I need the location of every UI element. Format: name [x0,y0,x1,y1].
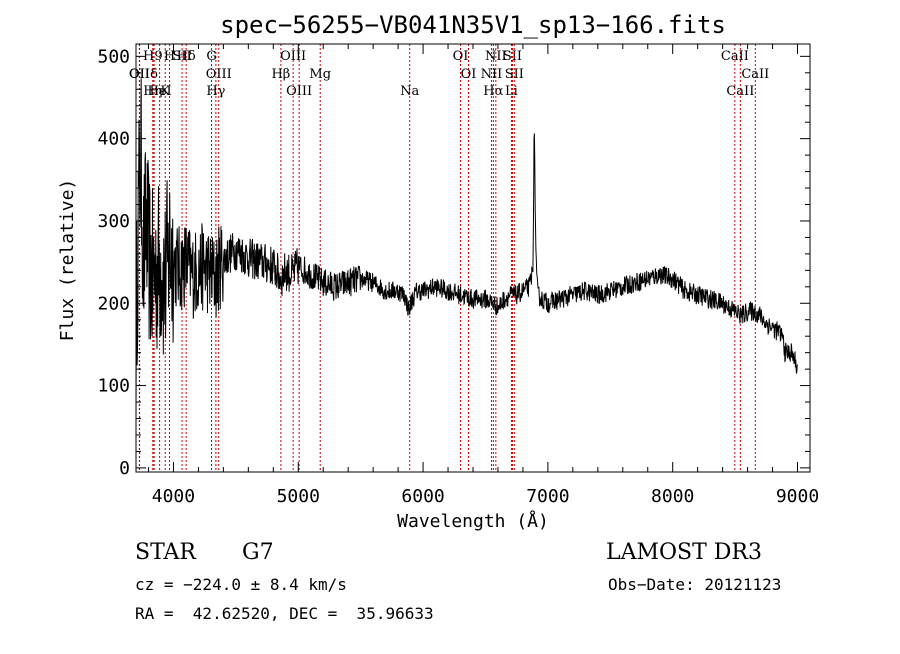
chart-title: spec−56255−VB041N35V1_sp13−166.fits [220,11,726,39]
line-marker-label: HeI [148,84,172,99]
line-markers: H9δKHδOIIHeISIIOIIHηHOIIIHγGHβOIIIOIIIMg… [129,44,769,472]
y-tick-label: 400 [97,129,130,150]
line-marker-label: Li [505,84,518,99]
object-class: STAR [135,540,196,565]
line-marker-label: OI [461,67,477,82]
line-marker-label: Hδ [177,49,196,64]
spectrum-line [135,78,798,418]
y-tick-label: 500 [97,46,130,67]
line-marker-label: CaII [726,84,754,99]
line-marker-label: SII [172,49,191,64]
line-marker-label: G [206,49,216,64]
line-marker-label: Hβ [271,67,290,82]
x-axis-label: Wavelength (Å) [397,510,549,532]
line-marker-label: Hη [143,84,162,99]
line-marker-label: NII [485,49,507,64]
line-marker-label: H [164,49,175,64]
y-axis: 0 100 200 300 400 500 [97,46,810,479]
line-marker-label: OII [129,67,150,82]
x-axis: 4000 5000 6000 7000 8000 9000 [147,44,819,507]
subclass: G7 [242,540,274,565]
redshift-value: cz = −224.0 ± 8.4 km/s [135,575,347,594]
line-marker-label: NII [481,67,503,82]
survey-name: LAMOST DR3 [606,540,762,565]
x-tick-label: 4000 [152,486,195,507]
obs-date: Obs−Date: 20121123 [608,575,782,594]
line-marker-label: Hγ [206,84,225,99]
line-marker-label: δ [150,67,158,82]
line-marker-label: OIII [286,84,312,99]
line-marker-label: OIII [206,67,232,82]
x-tick-label: 6000 [401,486,444,507]
line-marker-label: SII [503,49,522,64]
line-marker-label: OII [129,67,150,82]
line-marker-label: K [160,84,170,99]
line-marker-label: Hα [483,84,503,99]
line-marker-label: CaII [721,49,749,64]
spectrum-series [135,78,798,418]
line-marker-label: OIII [280,49,306,64]
y-tick-label: 100 [97,376,130,397]
y-tick-label: 200 [97,293,130,314]
line-marker-label: SII [505,67,524,82]
x-tick-label: 9000 [776,486,819,507]
x-tick-label: 8000 [651,486,694,507]
line-marker-label: CaII [741,67,769,82]
coordinates: RA = 42.62520, DEC = 35.96633 [135,604,434,623]
y-tick-label: 0 [119,458,130,479]
x-tick-label: 5000 [277,486,320,507]
line-marker-label: Na [400,84,419,99]
y-axis-label: Flux (relative) [57,179,78,342]
line-marker-label: Mg [309,67,331,82]
x-tick-label: 7000 [526,486,569,507]
y-tick-label: 300 [97,211,130,232]
line-marker-label: OI [453,49,469,64]
